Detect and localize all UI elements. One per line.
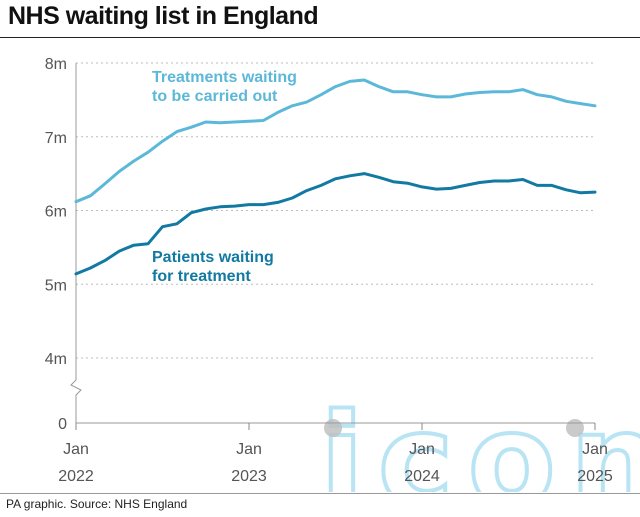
series-lines: [74, 78, 597, 276]
x-tick-label: Jan: [409, 441, 435, 458]
patients-series-label: for treatment: [152, 268, 251, 285]
x-axis-tick-labels: Jan 2022 Jan 2023 Jan 2024 Jan 2025: [58, 441, 613, 485]
x-tick-label: Jan: [236, 441, 262, 458]
grid-lines: [76, 62, 595, 359]
y-tick-label: 8m: [45, 56, 67, 73]
x-tick-label: 2025: [577, 468, 613, 485]
series-labels: Treatments waiting to be carried out Patie…: [152, 69, 297, 285]
treatments-series-label: to be carried out: [152, 88, 278, 105]
y-tick-label: 0: [58, 416, 67, 433]
x-tick-label: 2024: [404, 468, 440, 485]
y-tick-label: 4m: [45, 351, 67, 368]
iconic-watermark: iconic: [318, 385, 640, 492]
y-tick-label: 6m: [45, 204, 67, 221]
y-axis-tick-labels: 0 4m 5m 6m 7m 8m: [45, 56, 67, 433]
x-axis: [70, 63, 596, 430]
x-tick-label: 2022: [58, 468, 94, 485]
watermark-text: iconic: [320, 387, 640, 492]
y-tick-label: 7m: [45, 130, 67, 147]
chart-title: NHS waiting list in England: [8, 2, 319, 30]
line-chart: iconic 0 4m 5m 6m 7m 8m Jan 2022 Jan 2023 Jan 2024…: [45, 56, 640, 492]
source-note: PA graphic. Source: NHS England: [6, 497, 188, 511]
x-tick-label: Jan: [63, 441, 89, 458]
patients-waiting-line: [74, 172, 597, 276]
watermark-dot-icon: [324, 419, 342, 437]
y-axis-break-icon: [70, 63, 82, 423]
x-tick-label: 2023: [231, 468, 267, 485]
title-divider: [0, 37, 640, 38]
watermark-dot-icon: [566, 419, 584, 437]
x-tick-label: Jan: [582, 441, 608, 458]
y-tick-label: 5m: [45, 277, 67, 294]
treatments-series-label: Treatments waiting: [152, 69, 297, 86]
patients-series-label: Patients waiting: [152, 249, 274, 266]
treatments-waiting-line: [74, 78, 597, 204]
footer-divider: [0, 493, 640, 494]
